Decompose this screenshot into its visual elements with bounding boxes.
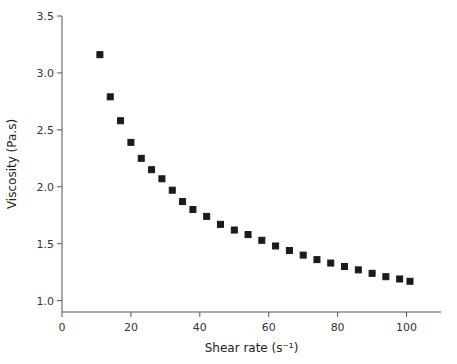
point	[300, 252, 306, 258]
point	[138, 155, 144, 161]
point	[231, 227, 237, 233]
y-axis-label: Viscosity (Pa.s)	[5, 119, 19, 209]
x-tick-label: 20	[124, 321, 138, 334]
point	[128, 139, 134, 145]
point	[245, 232, 251, 238]
point	[286, 248, 292, 254]
x-tick	[130, 312, 131, 317]
point	[328, 260, 334, 266]
y-tick-label: 2.0	[37, 181, 55, 194]
point	[159, 176, 165, 182]
point	[97, 52, 103, 58]
point	[383, 274, 389, 280]
y-tick	[57, 300, 62, 301]
point	[169, 187, 175, 193]
x-axis-line	[62, 312, 441, 313]
point	[118, 118, 124, 124]
y-tick	[57, 129, 62, 130]
x-tick	[268, 312, 269, 317]
x-tick	[406, 312, 407, 317]
y-tick-label: 3.5	[37, 10, 55, 23]
x-tick	[199, 312, 200, 317]
point	[397, 276, 403, 282]
x-tick-label: 80	[331, 321, 345, 334]
point	[180, 199, 186, 205]
y-tick-label: 1.5	[37, 238, 55, 251]
y-tick	[57, 16, 62, 17]
y-tick-label: 1.0	[37, 295, 55, 308]
point	[369, 270, 375, 276]
point	[149, 167, 155, 173]
y-tick	[57, 186, 62, 187]
points	[97, 52, 413, 285]
point	[259, 237, 265, 243]
x-tick	[337, 312, 338, 317]
x-tick-label: 0	[59, 321, 66, 334]
point	[204, 213, 210, 219]
point	[314, 257, 320, 263]
y-tick-label: 2.5	[37, 124, 55, 137]
point	[107, 94, 113, 100]
y-tick	[57, 243, 62, 244]
y-tick-label: 3.0	[37, 67, 55, 80]
point	[355, 267, 361, 273]
point	[407, 278, 413, 284]
point	[190, 207, 196, 213]
x-tick-label: 40	[193, 321, 207, 334]
chart: 0 20 40 60 80 100 1.0 1.5 2.0 2.5 3.0 3.5 Shear rate…	[0, 0, 457, 364]
y-axis-line	[62, 16, 63, 312]
point	[273, 243, 279, 249]
x-tick	[62, 312, 63, 317]
x-tick-label: 100	[396, 321, 417, 334]
point	[342, 263, 348, 269]
x-tick-label: 60	[262, 321, 276, 334]
y-tick	[57, 72, 62, 73]
point	[217, 221, 223, 227]
x-axis-label: Shear rate (s⁻¹)	[205, 341, 299, 355]
